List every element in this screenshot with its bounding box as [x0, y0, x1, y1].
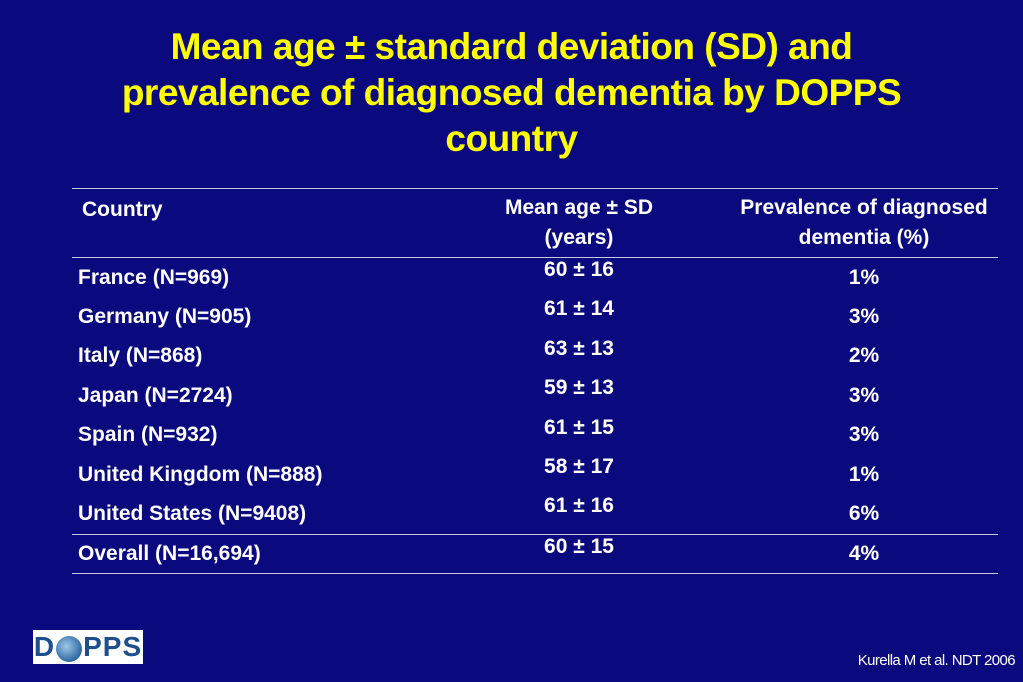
prevalence-cell: 6%	[848, 502, 880, 526]
country-cell: Japan (N=2724)	[78, 383, 233, 407]
slide-title: Mean age ± standard deviation (SD) and p…	[0, 24, 1023, 162]
age-cell: 60 ± 16	[544, 258, 614, 281]
country-cell: United Kingdom (N=888)	[78, 462, 323, 486]
dopps-logo: D PPS	[33, 630, 143, 664]
prevalence-cell: 2%	[848, 344, 880, 368]
overall-country-cell: Overall (N=16,694)	[78, 541, 261, 565]
country-cell: United States (N=9408)	[78, 502, 307, 526]
title-line-2: prevalence of diagnosed dementia by DOPP…	[121, 72, 902, 113]
table-row: United Kingdom (N=888) 58 ± 17 1%	[72, 455, 998, 494]
title-line-1: Mean age ± standard deviation (SD) and	[170, 26, 853, 67]
prevalence-cell: 1%	[848, 265, 880, 289]
overall-prevalence-cell: 4%	[848, 541, 880, 565]
table-header-row: Country Mean age ± SD (years) Prevalence…	[72, 188, 998, 258]
header-prevalence: Prevalence of diagnosed dementia (%)	[730, 189, 998, 258]
table-row: Germany (N=905) 61 ± 14 3%	[72, 297, 998, 336]
table-row: United States (N=9408) 61 ± 16 6%	[72, 494, 998, 534]
country-table: Country Mean age ± SD (years) Prevalence…	[72, 188, 998, 574]
table-row: Japan (N=2724) 59 ± 13 3%	[72, 376, 998, 415]
globe-icon	[56, 636, 83, 662]
table-row: France (N=969) 60 ± 16 1%	[72, 258, 998, 298]
header-prevalence-line-1: Prevalence of diagnosed	[740, 196, 988, 219]
title-line-3: country	[445, 118, 578, 159]
age-cell: 61 ± 14	[544, 297, 614, 321]
overall-row: Overall (N=16,694) 60 ± 15 4%	[72, 534, 998, 574]
prevalence-cell: 3%	[848, 423, 880, 447]
header-country: Country	[82, 198, 163, 221]
age-cell: 61 ± 15	[544, 415, 614, 439]
logo-text-left: D	[33, 631, 56, 662]
country-cell: Spain (N=932)	[78, 423, 218, 447]
logo-text-right: PPS	[83, 631, 143, 662]
table-row: Spain (N=932) 61 ± 15 3%	[72, 416, 998, 455]
prevalence-cell: 1%	[848, 462, 880, 486]
citation: Kurella M et al. NDT 2006	[857, 652, 1016, 669]
prevalence-cell: 3%	[848, 305, 880, 329]
country-cell: Germany (N=905)	[78, 305, 252, 329]
header-mean-age: Mean age ± SD (years)	[428, 189, 730, 258]
age-cell: 61 ± 16	[544, 494, 614, 518]
country-cell: Italy (N=868)	[78, 344, 203, 368]
overall-age-cell: 60 ± 15	[544, 534, 614, 558]
age-cell: 59 ± 13	[544, 376, 614, 400]
prevalence-cell: 3%	[848, 383, 880, 407]
age-cell: 63 ± 13	[544, 336, 614, 360]
table-row: Italy (N=868) 63 ± 13 2%	[72, 337, 998, 376]
header-prevalence-line-2: dementia (%)	[798, 226, 930, 249]
header-mean-age-line-2: (years)	[544, 226, 614, 249]
age-cell: 58 ± 17	[544, 454, 614, 478]
header-mean-age-line-1: Mean age ± SD	[504, 196, 654, 219]
country-cell: France (N=969)	[78, 265, 230, 289]
